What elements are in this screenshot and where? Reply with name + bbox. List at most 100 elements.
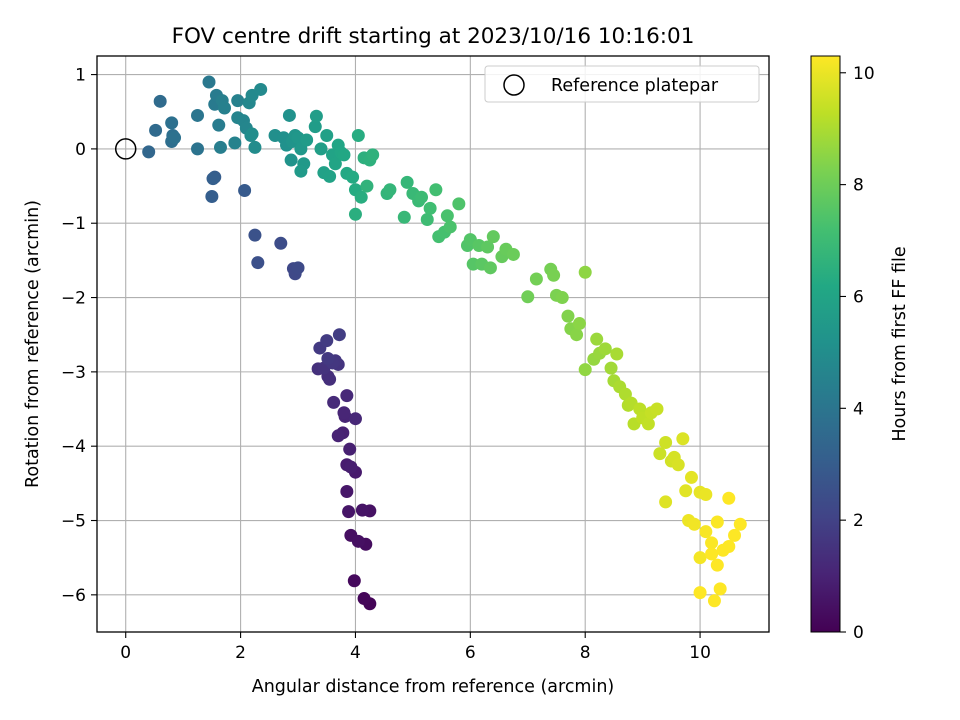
- scatter-point-97: [348, 207, 362, 221]
- scatter-point-30: [320, 334, 334, 348]
- scatter-point-48: [168, 131, 182, 145]
- scatter-point-67: [248, 140, 262, 154]
- y-tick-label-4: −3: [61, 363, 86, 383]
- scatter-point-162: [676, 432, 690, 446]
- scatter-point-108: [415, 190, 429, 204]
- grid-lines: [97, 56, 769, 632]
- scatter-point-161: [671, 458, 685, 472]
- scatter-point-1: [357, 592, 371, 606]
- scatter-point-123: [483, 261, 497, 275]
- y-tick-label-1: 0: [75, 140, 86, 160]
- scatter-point-172: [705, 536, 719, 550]
- x-axis-label: Angular distance from reference (arcmin): [252, 677, 615, 697]
- scatter-point-22: [323, 372, 337, 386]
- scatter-point-9: [340, 485, 354, 499]
- x-tick-label-0: 0: [120, 643, 131, 663]
- scatter-point-176: [728, 528, 742, 542]
- scatter-point-122: [481, 240, 495, 254]
- y-axis-label: Rotation from reference (arcmin): [23, 200, 43, 488]
- scatter-point-170: [693, 551, 707, 565]
- scatter-point-37: [248, 228, 262, 242]
- legend-marker: [503, 74, 525, 96]
- scatter-point-35: [274, 236, 288, 250]
- legend-label: Reference platepar: [551, 76, 719, 96]
- colorbar-gradient: [810, 55, 841, 633]
- scatter-point-169: [687, 517, 701, 531]
- scatter-point-146: [610, 347, 624, 361]
- scatter-point-42: [142, 145, 156, 159]
- scatter-point-72: [282, 108, 296, 122]
- colorbar-tick-label-5: 10: [853, 64, 875, 84]
- scatter-point-124: [486, 230, 500, 244]
- scatter-point-44: [153, 94, 167, 108]
- scatter-point-104: [400, 175, 414, 189]
- colorbar-tick-label-1: 2: [853, 511, 864, 531]
- colorbar-tick-label-0: 0: [853, 623, 864, 643]
- scatter-point-115: [443, 220, 457, 234]
- scatter-point-178: [693, 586, 707, 600]
- scatter-point-163: [659, 495, 673, 509]
- scatter-point-68: [245, 127, 259, 141]
- y-tick-label-0: 1: [75, 66, 86, 86]
- scatter-point-12: [344, 460, 358, 474]
- colorbar-tick-label-2: 4: [853, 399, 864, 419]
- scatter-point-181: [722, 491, 736, 505]
- scatter-point-142: [590, 332, 604, 346]
- reference-marker: [114, 138, 137, 160]
- scatter-point-105: [397, 210, 411, 224]
- scatter-point-183: [705, 547, 719, 561]
- x-tick-label-5: 10: [689, 643, 711, 663]
- scatter-point-116: [452, 197, 466, 211]
- scatter-point-93: [346, 170, 360, 184]
- scatter-point-88: [328, 157, 342, 171]
- scatter-point-81: [308, 120, 322, 134]
- scatter-point-143: [598, 342, 612, 356]
- plot-frame: [96, 55, 770, 633]
- y-tick-label-2: −1: [61, 214, 86, 234]
- x-tick-label-2: 4: [350, 643, 361, 663]
- scatter-point-49: [191, 142, 205, 156]
- scatter-point-17: [337, 406, 351, 420]
- scatter-point-156: [650, 402, 664, 416]
- scatter-point-54: [212, 118, 226, 132]
- scatter-point-127: [506, 247, 520, 261]
- scatter-point-103: [383, 183, 397, 197]
- scatter-point-84: [320, 129, 334, 143]
- scatter-point-59: [228, 136, 242, 150]
- scatter-point-80: [300, 133, 314, 147]
- scatter-point-41: [206, 172, 220, 186]
- colorbar-tick-label-3: 6: [853, 287, 864, 307]
- y-axis-ticks: 1 0 −1 −2 −3 −4 −5 −6: [61, 66, 97, 606]
- scatter-point-164: [679, 484, 693, 498]
- scatter-point-34: [291, 261, 305, 275]
- colorbar-tick-label-4: 8: [853, 176, 864, 196]
- scatter-point-20: [327, 395, 341, 409]
- scatter-point-95: [351, 129, 365, 143]
- scatter-point-51: [202, 75, 216, 89]
- y-tick-label-6: −5: [61, 512, 86, 532]
- scatter-point-15: [331, 429, 345, 443]
- scatter-point-137: [572, 317, 586, 331]
- scatter-point-129: [529, 272, 543, 286]
- scatter-point-110: [423, 201, 437, 215]
- scatter-point-7: [355, 503, 369, 517]
- scatter-point-2: [347, 574, 361, 588]
- scatter-point-128: [521, 290, 535, 304]
- scatter-point-83: [314, 142, 328, 156]
- scatter-point-82: [309, 109, 323, 123]
- legend-box: [484, 65, 760, 103]
- scatter-point-79: [294, 164, 308, 178]
- scatter-point-171: [699, 525, 713, 539]
- scatter-point-139: [578, 363, 592, 377]
- x-tick-label-3: 6: [465, 643, 476, 663]
- scatter-point-40: [205, 189, 219, 203]
- scatter-point-57: [218, 101, 232, 115]
- scatter-point-38: [238, 184, 252, 198]
- legend: Reference platepar: [484, 65, 760, 103]
- x-tick-label-4: 8: [580, 643, 591, 663]
- scatter-point-43: [149, 123, 163, 137]
- scatter-point-182: [710, 558, 724, 572]
- scatter-point-13: [343, 442, 357, 456]
- chart-title: FOV centre drift starting at 2023/10/16 …: [172, 24, 695, 49]
